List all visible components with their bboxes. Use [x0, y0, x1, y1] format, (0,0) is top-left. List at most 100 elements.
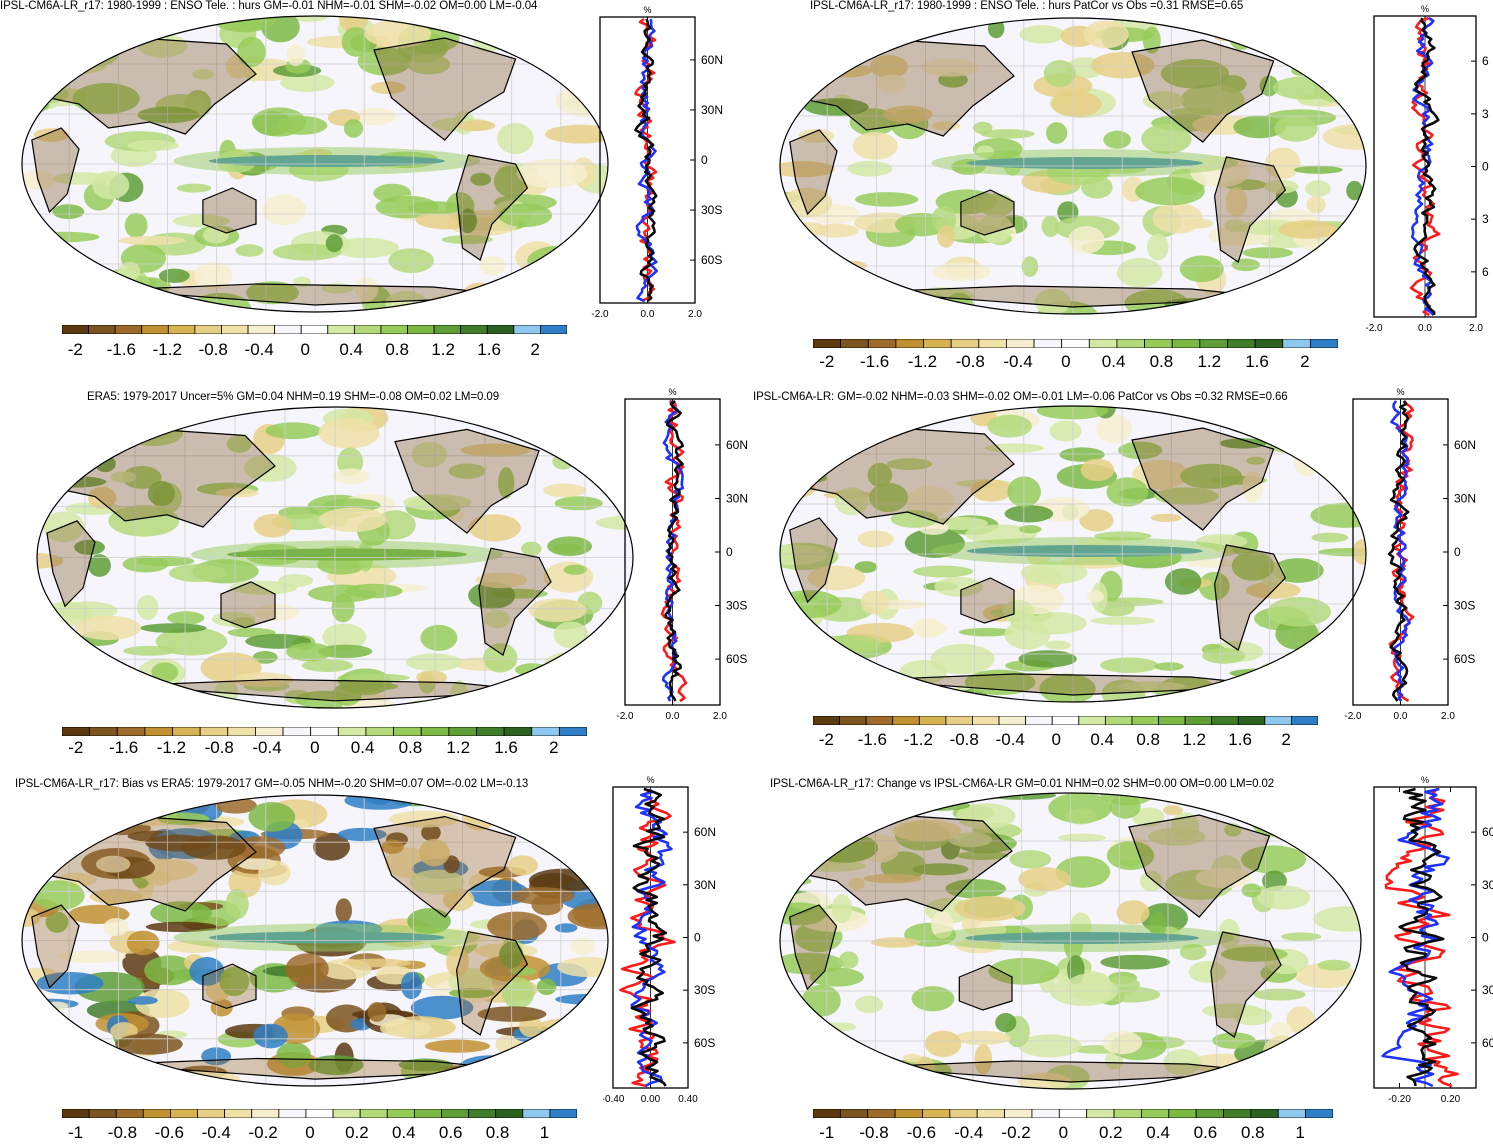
profile-xtick: 2.0 — [1469, 323, 1483, 334]
profile-line-blue — [1381, 787, 1450, 1088]
colorbar — [813, 1109, 1333, 1118]
colorbar-swatch — [892, 716, 920, 725]
colorbar-swatch — [495, 1109, 524, 1118]
colorbar-label: 0.4 — [350, 738, 375, 757]
colorbar-swatch — [199, 727, 229, 736]
colorbar-swatch — [1184, 716, 1213, 725]
profile-xtick: 2.0 — [713, 711, 727, 722]
profile-unit: % — [668, 387, 676, 397]
lat-label: 60N — [694, 825, 716, 839]
colorbar-label: -2 — [819, 352, 835, 371]
colorbar-swatch — [976, 1109, 1005, 1118]
colorbar-swatch — [813, 716, 840, 725]
profile-line-model — [634, 18, 658, 302]
colorbar-swatch — [227, 727, 256, 736]
colorbar-swatch — [1158, 716, 1186, 725]
colorbar-swatch — [420, 727, 450, 736]
colorbar-swatch — [950, 339, 980, 348]
colorbar-swatch — [918, 716, 947, 725]
panel-bias: IPSL-CM6A-LR_r17: Bias vs ERA5: 1979-201… — [0, 775, 745, 1145]
colorbar-swatch — [359, 1109, 388, 1118]
colorbar-swatch — [393, 727, 422, 736]
colorbar-labels: -1 -0.8 -0.6 -0.4 -0.2 0 0.2 0.4 0.6 0.8 1 — [62, 1123, 577, 1145]
colorbar-label: 0 — [310, 738, 320, 757]
lat-label: 6 — [1482, 265, 1489, 279]
lat-label: 30N — [726, 491, 748, 505]
colorbar-label: 1 — [1295, 1123, 1305, 1142]
colorbar-swatch — [116, 727, 146, 736]
lat-label: 6 — [1482, 54, 1489, 68]
colorbar-swatch — [448, 727, 477, 736]
colorbar-label: 2 — [1281, 730, 1291, 749]
panel-title: IPSL-CM6A-LR_r17: Change vs IPSL-CM6A-LR… — [770, 778, 1275, 790]
colorbar-label: 0.4 — [391, 1123, 416, 1142]
colorbar-swatch — [1113, 1109, 1142, 1118]
panel-title: IPSL-CM6A-LR_r17: 1980-1999 : ENSO Tele.… — [0, 0, 538, 12]
profile-xtick: 0.0 — [1394, 711, 1408, 722]
profile-xtick: -2.0 — [1344, 711, 1362, 722]
colorbar-label: -0.8 — [949, 730, 979, 749]
profile-xtick: -0.40 — [603, 1094, 625, 1105]
profile-line-model — [664, 399, 684, 702]
lat-label: 0 — [701, 153, 708, 167]
profile-unit: % — [1421, 4, 1429, 14]
colorbar-swatch — [1199, 339, 1228, 348]
colorbar-swatch — [62, 727, 91, 736]
colorbar-swatch — [998, 716, 1027, 725]
colorbar-label: 0.8 — [1149, 352, 1174, 371]
colorbar-label: 0.8 — [485, 1123, 510, 1142]
colorbar-label: 0.4 — [1101, 352, 1126, 371]
profile-line-model — [1387, 400, 1410, 702]
colorbar-label: 0 — [1058, 1123, 1069, 1142]
profile-xtick: 0.20 — [1441, 1094, 1461, 1105]
colorbar-label: 0 — [1061, 352, 1071, 371]
colorbar-swatch — [172, 727, 201, 736]
lat-label: 60S — [701, 253, 722, 267]
colorbar-swatch — [813, 339, 842, 348]
profile-xtick: -2.0 — [1365, 323, 1383, 334]
colorbar-swatch — [540, 325, 567, 334]
colorbar-swatch — [1237, 716, 1266, 725]
colorbar-swatch — [839, 1109, 869, 1118]
colorbar-swatch — [531, 727, 560, 736]
colorbar-swatch — [300, 325, 329, 334]
colorbar-label: 2 — [549, 738, 559, 757]
colorbar-label: -1.2 — [903, 730, 933, 749]
colorbar-swatch — [978, 339, 1007, 348]
zonal-mean-profile: % 60N 30N 0 30S 60S -0.40 0.00 0.40 — [603, 775, 716, 1105]
profile-unit: % — [646, 775, 654, 785]
lat-label: 0 — [1454, 545, 1461, 559]
colorbar-swatch — [949, 1109, 978, 1118]
colorbar-swatch — [441, 1109, 469, 1118]
panel-title: IPSL-CM6A-LR_r17: 1980-1999 : ENSO Tele.… — [810, 0, 1244, 12]
colorbar-swatch — [167, 325, 196, 334]
colorbar-swatch — [197, 1109, 226, 1118]
colorbar-swatch — [1291, 716, 1318, 725]
colorbar-swatch — [839, 716, 867, 725]
panel-model-enso: IPSL-CM6A-LR_r17: 1980-1999 : ENSO Tele.… — [0, 0, 745, 375]
colorbar-label: -1 — [67, 1123, 84, 1142]
colorbar-label: 1.2 — [446, 738, 471, 757]
colorbar-label: -1.2 — [152, 340, 182, 359]
colorbar — [62, 325, 567, 334]
colorbar-swatch — [282, 727, 312, 736]
colorbar-swatch — [413, 1109, 442, 1118]
colorbar-label: -1.6 — [108, 738, 139, 757]
colorbar-label: -1 — [819, 1123, 835, 1142]
profile-line-model — [1413, 17, 1440, 316]
colorbar-label: -0.2 — [248, 1123, 278, 1142]
colorbar-label: -2 — [67, 340, 83, 359]
colorbar-swatch — [433, 325, 462, 334]
colorbar-swatch — [247, 325, 276, 334]
colorbar-swatch — [251, 1109, 280, 1118]
lat-label: 0 — [694, 931, 701, 945]
colorbar-label: 2 — [530, 340, 540, 359]
profile-line-obs — [619, 787, 676, 1088]
colorbar-swatch — [221, 325, 249, 334]
profile-xtick: 0.40 — [678, 1094, 698, 1105]
lat-label: 0 — [1482, 160, 1489, 174]
colorbar-label: -0.8 — [198, 340, 228, 359]
colorbar-swatch — [1144, 339, 1173, 348]
lat-label: 60S — [694, 1036, 715, 1050]
colorbar-swatch — [1195, 1109, 1224, 1118]
